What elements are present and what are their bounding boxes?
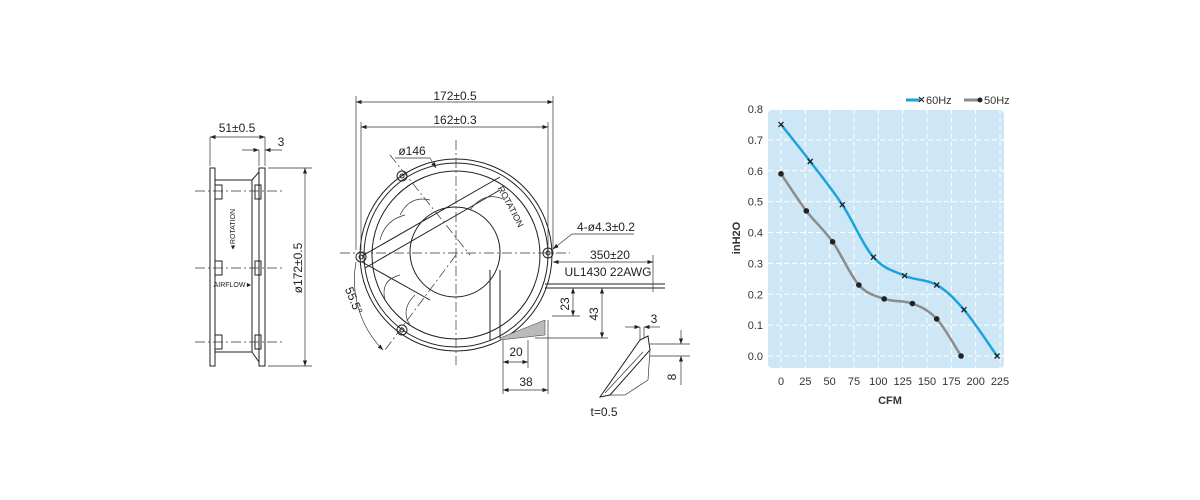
data-point-50Hz (909, 300, 916, 307)
legend-label: 50Hz (984, 95, 1010, 107)
data-point-50Hz (803, 208, 810, 214)
data-point-60Hz (807, 158, 814, 165)
front-view: 172±0.5 162±0.3 ø146 4-ø4.3±0.2 ROTATION… (340, 89, 665, 394)
outer-dimension: 172±0.5 (433, 89, 477, 103)
legend: 60Hz 50Hz (906, 95, 1010, 107)
dimension-43: 43 (587, 307, 601, 321)
pq-curve-chart: 0 25 50 75 100 125 150 175 200 225 0.0 0.1 0.2 0.3 0.4… (731, 95, 1010, 407)
y-tick-label: 0.4 (748, 228, 763, 240)
diameter-dimension: ø172±0.5 (291, 242, 305, 293)
airflow-label: AIRFLOW► (214, 282, 253, 289)
y-tick-label: 0.8 (748, 104, 763, 116)
data-point-60Hz (839, 201, 846, 208)
y-axis-label: inH2O (731, 221, 743, 254)
data-point-50Hz (881, 296, 887, 302)
terminal-height-dimension: 8 (665, 373, 679, 380)
y-tick-label: 0.2 (748, 289, 763, 301)
y-tick-label: 0.1 (748, 320, 763, 332)
angle-dimension: 55.5° (342, 285, 366, 317)
rotation-label: ◄ROTATION (230, 209, 237, 251)
y-tick-label: 0.0 (748, 351, 763, 363)
x-tick-label: 25 (799, 376, 811, 388)
x-tick-label: 175 (942, 376, 960, 388)
plot-area (768, 110, 1004, 368)
data-point-50Hz (856, 282, 862, 288)
data-point-50Hz (933, 316, 940, 322)
legend-marker (918, 96, 925, 103)
data-point-50Hz (829, 238, 836, 245)
terminal-detail: 3 8 t=0.5 (590, 312, 690, 419)
data-point-60Hz (870, 254, 877, 261)
data-point-50Hz (958, 353, 964, 359)
data-point-60Hz (778, 121, 784, 128)
x-tick-label: 100 (869, 376, 887, 388)
dimension-20: 20 (509, 345, 523, 359)
data-point-50Hz (778, 171, 784, 177)
data-point-60Hz (901, 272, 908, 279)
terminal-width-dimension: 3 (651, 312, 658, 326)
lead-length-dimension: 350±20 (590, 248, 630, 262)
hole-span-dimension: 162±0.3 (433, 113, 477, 127)
x-tick-label: 225 (991, 376, 1009, 388)
series-line-50Hz (779, 173, 963, 357)
side-view: 51±0.5 3 ø172±0.5 ◄ROTATION AIRFLOW► (195, 121, 312, 367)
legend-label: 60Hz (926, 95, 952, 107)
x-tick-label: 50 (824, 376, 836, 388)
y-tick-label: 0.5 (748, 197, 763, 209)
x-tick-label: 150 (918, 376, 936, 388)
dimension-23: 23 (558, 297, 572, 311)
hole-dimension: 4-ø4.3±0.2 (577, 220, 635, 234)
data-point-60Hz (994, 353, 1001, 359)
data-point-60Hz (933, 282, 940, 288)
x-axis-label: CFM (878, 395, 902, 407)
x-tick-label: 75 (848, 376, 860, 388)
y-tick-label: 0.3 (748, 258, 763, 270)
depth-dimension: 51±0.5 (219, 121, 256, 135)
x-tick-label: 125 (893, 376, 911, 388)
wire-spec: UL1430 22AWG (565, 265, 652, 279)
y-tick-label: 0.6 (748, 166, 763, 178)
data-point-60Hz (961, 306, 967, 313)
y-tick-label: 0.7 (748, 135, 763, 147)
x-tick-label: 200 (966, 376, 984, 388)
series-line-60Hz (780, 123, 999, 357)
legend-marker (977, 97, 983, 103)
inner-diameter-dimension: ø146 (398, 144, 426, 158)
x-tick-label: 0 (778, 376, 784, 388)
flange-dimension: 3 (278, 135, 285, 149)
thickness-label: t=0.5 (590, 405, 617, 419)
dimension-38: 38 (519, 375, 533, 389)
